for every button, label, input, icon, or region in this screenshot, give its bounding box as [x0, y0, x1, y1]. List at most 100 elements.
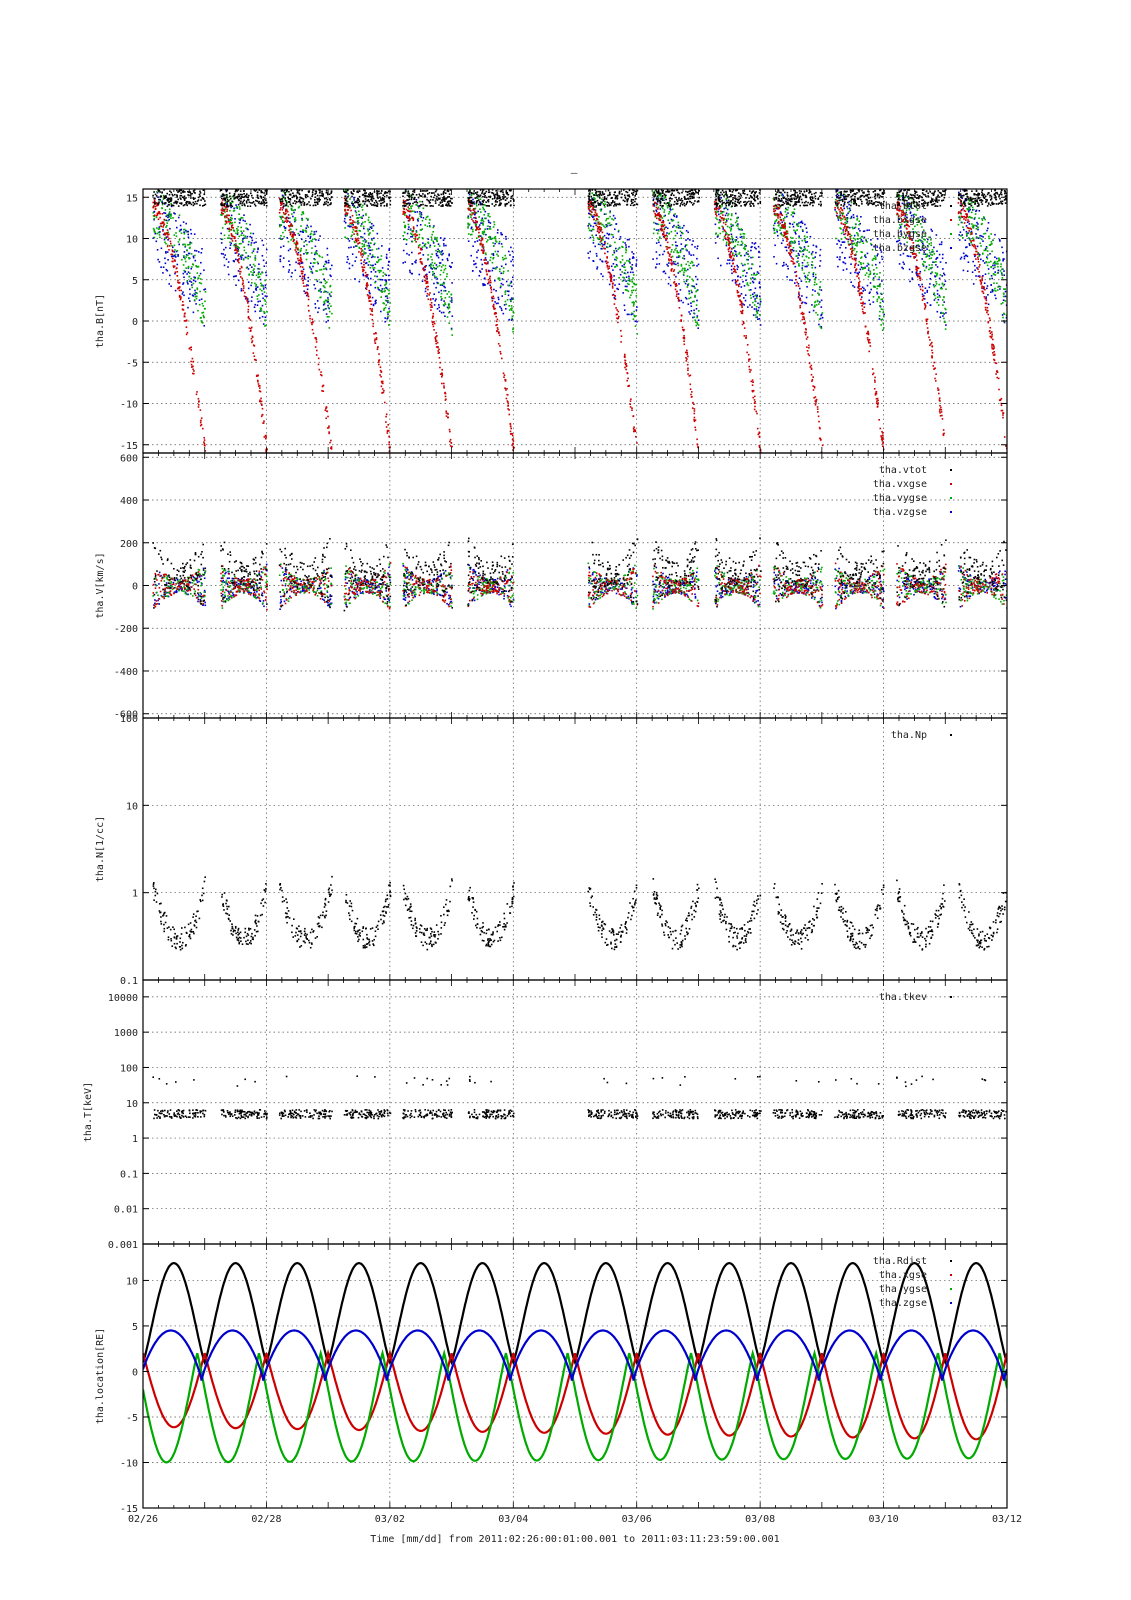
data-point — [234, 218, 236, 220]
data-point — [489, 235, 491, 238]
data-point — [449, 440, 451, 443]
data-point — [251, 239, 254, 242]
data-point — [368, 289, 370, 292]
data-point — [192, 255, 195, 258]
data-point — [330, 448, 333, 450]
data-point — [856, 243, 858, 245]
data-point — [617, 248, 620, 250]
data-point — [435, 286, 437, 289]
data-point — [497, 302, 499, 305]
data-point — [718, 219, 721, 221]
data-point — [154, 231, 156, 233]
data-point — [590, 214, 593, 216]
data-point — [1004, 295, 1007, 298]
data-point — [314, 258, 316, 261]
data-point — [907, 203, 909, 206]
data-point — [417, 207, 420, 209]
data-point — [873, 269, 875, 271]
data-point — [481, 238, 484, 241]
data-point — [973, 218, 976, 220]
data-point — [725, 212, 728, 215]
data-point — [932, 261, 934, 263]
data-point — [797, 283, 800, 285]
data-point — [663, 209, 666, 211]
data-point — [451, 282, 453, 284]
data-point — [820, 289, 823, 291]
data-point — [684, 245, 686, 248]
data-point — [166, 229, 169, 231]
data-point — [198, 303, 201, 306]
data-point — [986, 247, 988, 249]
data-point — [475, 225, 478, 228]
data-point — [495, 240, 497, 242]
data-point — [597, 195, 599, 198]
data-point — [789, 203, 791, 206]
data-point — [933, 292, 935, 294]
data-point — [263, 291, 266, 293]
data-point — [318, 254, 320, 257]
data-point — [753, 308, 756, 310]
data-point — [329, 294, 331, 297]
data-point — [173, 251, 176, 253]
data-point — [242, 282, 244, 284]
data-point — [367, 284, 369, 286]
data-point — [293, 233, 295, 235]
data-point — [440, 311, 443, 314]
data-point — [719, 232, 722, 235]
data-point — [774, 207, 776, 209]
data-point — [737, 243, 739, 246]
data-point — [153, 236, 156, 239]
data-point — [221, 238, 224, 241]
data-point — [925, 266, 927, 269]
data-point — [468, 209, 471, 211]
data-point — [410, 195, 412, 198]
data-point — [685, 248, 687, 251]
data-point — [261, 289, 263, 292]
data-point — [232, 275, 235, 278]
data-point — [307, 293, 309, 295]
data-point — [691, 285, 693, 287]
data-point — [997, 265, 999, 268]
data-point — [429, 265, 432, 268]
data-point — [360, 259, 362, 261]
data-point — [247, 298, 249, 300]
data-point — [998, 258, 1000, 261]
data-point — [756, 271, 759, 273]
data-point — [422, 267, 425, 269]
data-point — [742, 270, 744, 272]
data-point — [288, 225, 291, 228]
data-point — [963, 228, 965, 231]
data-point — [511, 433, 514, 435]
data-point — [1003, 293, 1005, 295]
data-point — [444, 278, 446, 280]
data-point — [419, 211, 421, 213]
data-point — [423, 244, 426, 247]
data-point — [414, 211, 416, 213]
data-point — [858, 220, 860, 222]
data-point — [587, 207, 590, 210]
data-point — [326, 254, 329, 256]
data-point — [685, 280, 688, 282]
data-point — [281, 195, 284, 198]
data-point — [670, 251, 673, 253]
data-point — [968, 209, 970, 212]
data-point — [426, 295, 428, 297]
data-point — [309, 237, 311, 240]
data-point — [445, 244, 447, 247]
data-point — [492, 242, 494, 244]
data-point — [160, 200, 163, 203]
data-point — [282, 266, 285, 268]
data-point — [240, 289, 243, 292]
data-point — [371, 249, 374, 251]
data-point — [979, 234, 981, 237]
data-point — [417, 252, 420, 255]
data-point — [906, 216, 908, 219]
data-point — [732, 224, 735, 227]
data-point — [490, 286, 492, 288]
data-point — [436, 237, 438, 239]
data-point — [471, 205, 473, 207]
data-point — [168, 249, 170, 251]
data-point — [350, 218, 352, 221]
data-point — [383, 287, 386, 290]
data-point — [815, 304, 818, 306]
